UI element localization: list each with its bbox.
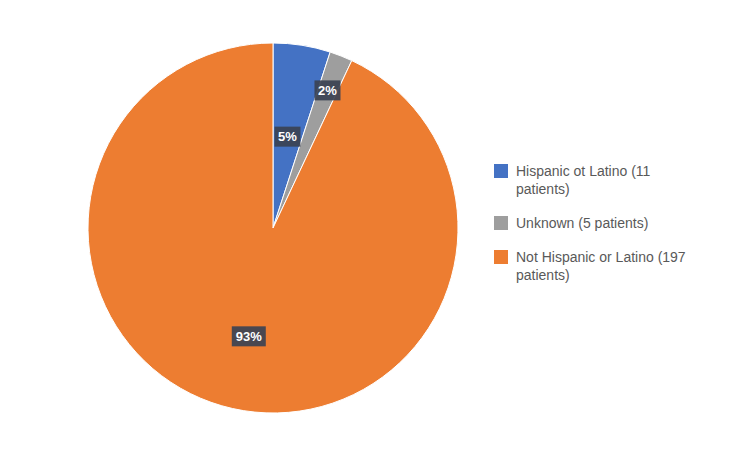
html-text:Hispanic ot Latino (11 patient: Hispanic ot Latino (11 patients) (516, 163, 651, 197)
html-text:Unknown (5 patients): Unknown (5 patients) (516, 215, 649, 231)
svg-text:5%: 5% (278, 129, 297, 144)
html-text:Not Hispanic or Latino (197 pa: Not Hispanic or Latino (197 patients) (516, 249, 686, 283)
svg-text:2%: 2% (318, 83, 337, 98)
svg-text:93%: 93% (236, 329, 262, 344)
